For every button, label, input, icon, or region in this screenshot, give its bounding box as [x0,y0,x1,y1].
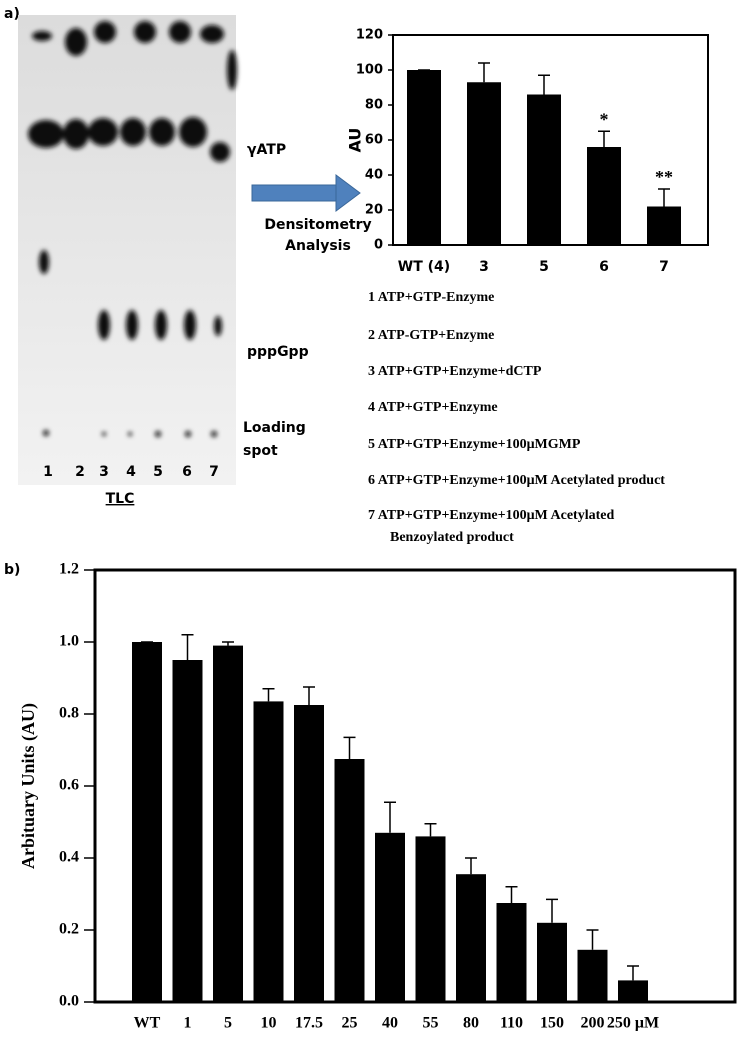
y-tick-label: 0.4 [59,849,79,866]
y-tick-label: 1.0 [59,633,79,650]
y-tick-label: 40 [365,168,383,183]
bar [577,949,608,1002]
y-axis-label: Arbituary Units (AU) [18,703,39,869]
bar [527,94,561,245]
bar [618,980,648,1002]
condition: 4 ATP+GTP+Enzyme [368,400,498,415]
y-tick-label: 0 [374,238,383,253]
x-tick-label: 3 [479,259,489,275]
x-tick-label: 250 μM [607,1015,659,1032]
error-bar [546,898,558,923]
lane-label: 7 [209,464,219,480]
bar [132,642,162,1002]
y-tick-label: 0.2 [59,921,79,938]
error-bar [424,823,437,837]
lane-label: 4 [126,464,136,480]
y-tick-label: 0.6 [59,777,79,794]
lane-label: 1 [43,464,53,480]
bar [415,836,446,1002]
error-bar [598,130,610,147]
tlc-title: TLC [106,491,135,507]
band-label: γATP [247,142,286,158]
loading-label: spot [243,443,278,459]
x-tick-label: 25 [342,1015,358,1032]
significance-label: * [600,109,609,129]
x-tick-label: 150 [540,1015,564,1032]
lane-label: 5 [153,464,163,480]
x-tick-label: 110 [500,1015,523,1032]
x-tick-label: 40 [382,1015,398,1032]
x-tick-label: 10 [261,1015,277,1032]
significance-label: ** [655,167,673,187]
x-tick-label: 80 [463,1015,479,1032]
y-tick-label: 60 [365,133,383,148]
tlc-labels: 1 2 3 4 5 6 7 TLC γATP pppGpp Loading sp… [43,142,308,507]
x-tick-label: 5 [539,259,549,275]
condition: 3 ATP+GTP+Enzyme+dCTP [368,364,542,379]
x-tick-label: 200 [581,1015,605,1032]
arrow [251,174,361,212]
error-bar [181,634,194,660]
bar [407,70,441,245]
x-tick-label: WT (4) [398,259,450,275]
bar [537,922,567,1002]
bar [213,645,243,1002]
error-bar [303,686,315,705]
bar [587,147,621,245]
bar [294,705,324,1002]
bar [375,832,405,1002]
condition: 5 ATP+GTP+Enzyme+100μMGMP [368,437,581,452]
bar [253,701,284,1002]
y-tick-label: 80 [365,98,383,113]
x-tick-label: 1 [184,1015,192,1032]
band-label: pppGpp [247,344,309,360]
y-tick-label: 120 [356,28,383,43]
error-bar [465,857,477,875]
x-tick-label: 5 [224,1015,232,1032]
condition: 6 ATP+GTP+Enzyme+100μM Acetylated produc… [368,473,665,488]
condition: Benzoylated product [390,530,514,545]
condition: 1 ATP+GTP-Enzyme [368,290,494,305]
bar [496,903,527,1002]
y-tick-label: 0.0 [59,993,79,1010]
error-bar [505,886,518,903]
error-bar [222,641,234,646]
bar [647,206,681,245]
x-tick-label: 7 [659,259,669,275]
x-tick-label: 17.5 [295,1015,323,1032]
panel-label: b) [4,562,20,578]
arrow-text: Analysis [285,238,351,254]
lane-label: 3 [99,464,109,480]
loading-label: Loading [243,420,306,436]
error-bar [262,688,275,702]
error-bar [478,62,490,83]
y-tick-label: 100 [356,63,383,78]
tlc-plate [18,15,237,485]
x-tick-label: WT [134,1015,161,1032]
condition: 7 ATP+GTP+Enzyme+100μM Acetylated [368,508,614,523]
x-tick-label: 55 [423,1015,439,1032]
error-bar [627,965,639,981]
panel-label: a) [4,6,20,22]
y-tick-label: 1.2 [59,561,79,578]
error-bar [658,188,670,207]
error-bar [343,736,356,759]
y-tick-label: 0.8 [59,705,79,722]
x-tick-label: 6 [599,259,609,275]
bar [456,874,486,1002]
bar [467,82,501,245]
arrow-text: Densitometry [264,217,371,233]
bar [334,759,365,1002]
lane-label: 2 [75,464,85,480]
error-bar [538,74,550,95]
error-bar [586,929,599,950]
y-tick-label: 20 [365,203,383,218]
bar [172,660,203,1002]
error-bar [384,801,396,833]
conditions-list: 1 ATP+GTP-Enzyme 2 ATP-GTP+Enzyme 3 ATP+… [368,290,665,545]
condition: 2 ATP-GTP+Enzyme [368,328,494,343]
y-axis-label: AU [346,128,365,153]
lane-label: 6 [182,464,192,480]
